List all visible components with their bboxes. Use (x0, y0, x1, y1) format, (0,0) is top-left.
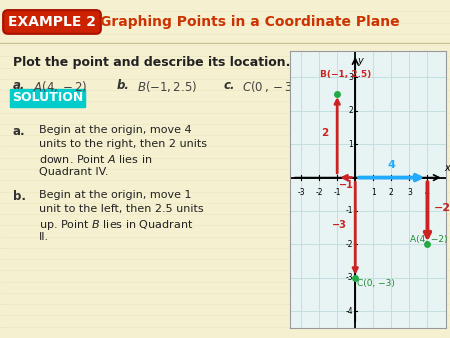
Text: -4: -4 (346, 307, 353, 316)
Text: down. Point $A$ lies in: down. Point $A$ lies in (39, 152, 153, 165)
Text: -3: -3 (346, 273, 353, 282)
Text: II.: II. (39, 232, 50, 242)
Text: -1: -1 (333, 188, 341, 197)
Text: b.: b. (13, 191, 26, 203)
Text: $C(0\,, -3)$: $C(0\,, -3)$ (242, 79, 298, 94)
Text: SOLUTION: SOLUTION (12, 91, 83, 104)
Text: Begin at the origin, move 4: Begin at the origin, move 4 (39, 125, 192, 135)
Text: B(−1, 2.5): B(−1, 2.5) (320, 70, 371, 79)
Text: −3: −3 (332, 220, 347, 230)
Text: −1: −1 (339, 180, 354, 190)
Text: Begin at the origin, move 1: Begin at the origin, move 1 (39, 191, 192, 200)
Text: $A(4, -2)$: $A(4, -2)$ (33, 79, 87, 94)
Text: c.: c. (224, 79, 235, 92)
FancyBboxPatch shape (9, 89, 85, 107)
Text: -1: -1 (346, 207, 353, 216)
Text: 2: 2 (348, 106, 353, 115)
Text: b.: b. (117, 79, 130, 92)
Text: unit to the left, then 2.5 units: unit to the left, then 2.5 units (39, 204, 204, 214)
Text: Graphing Points in a Coordinate Plane: Graphing Points in a Coordinate Plane (100, 15, 400, 29)
Text: Plot the point and describe its location.: Plot the point and describe its location… (13, 56, 290, 69)
Text: A(4, −2): A(4, −2) (410, 235, 448, 244)
Text: 1: 1 (348, 140, 353, 149)
Text: a.: a. (13, 125, 25, 138)
Text: 3: 3 (407, 188, 412, 197)
Text: y: y (357, 56, 363, 66)
Text: x: x (445, 163, 450, 173)
Text: -2: -2 (346, 240, 353, 249)
Text: -3: -3 (297, 188, 305, 197)
Text: 4: 4 (425, 188, 430, 197)
Text: 2: 2 (321, 128, 328, 138)
Text: −2: −2 (434, 203, 450, 213)
Text: Quadrant IV.: Quadrant IV. (39, 167, 109, 176)
Text: C(0, −3): C(0, −3) (357, 280, 395, 288)
Text: 4: 4 (387, 160, 395, 170)
Text: up. Point $B$ lies in Quadrant: up. Point $B$ lies in Quadrant (39, 218, 194, 233)
Text: 1: 1 (371, 188, 376, 197)
Text: 3: 3 (348, 73, 353, 82)
Text: 2: 2 (389, 188, 394, 197)
Text: EXAMPLE 2: EXAMPLE 2 (8, 15, 96, 29)
Text: -2: -2 (315, 188, 323, 197)
Text: units to the right, then 2 units: units to the right, then 2 units (39, 139, 207, 149)
Text: a.: a. (13, 79, 25, 92)
Text: $B(-1, 2.5)$: $B(-1, 2.5)$ (137, 79, 198, 94)
